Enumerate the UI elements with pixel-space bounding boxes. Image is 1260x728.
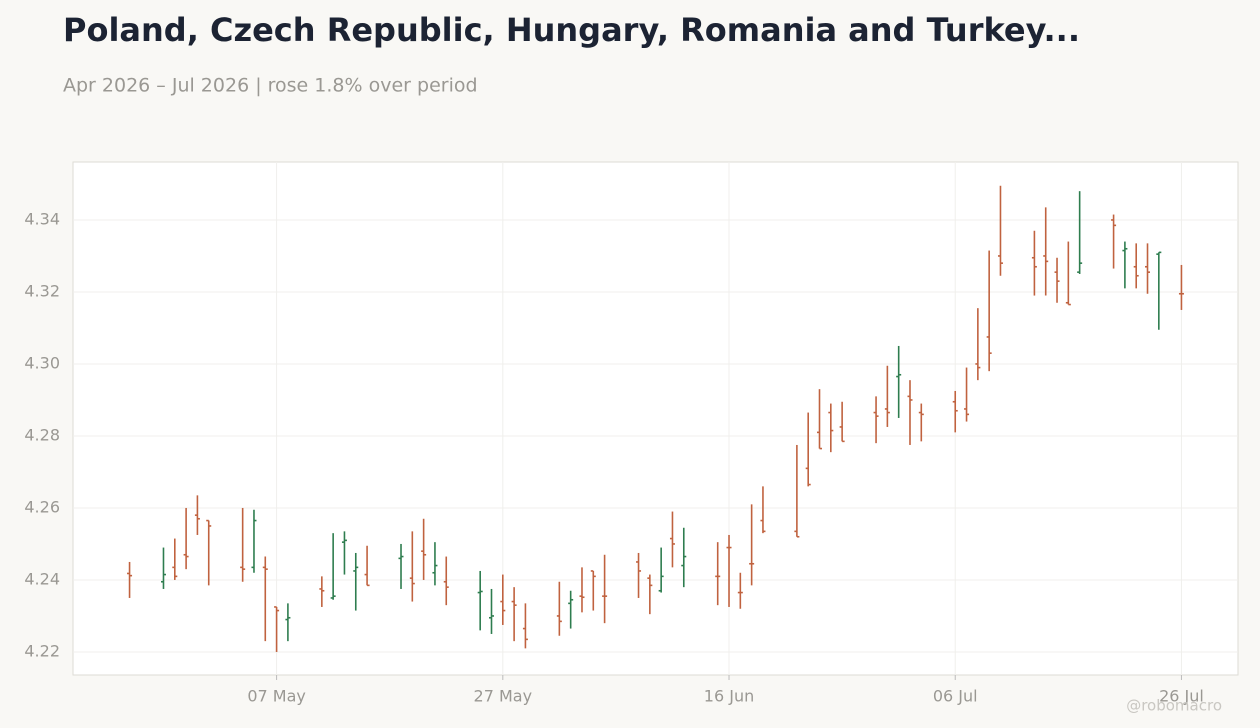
y-tick-label: 4.26 [24, 497, 60, 516]
x-tick-label: 06 Jul [933, 687, 978, 706]
chart-subtitle: Apr 2026 – Jul 2026 | rose 1.8% over per… [63, 75, 478, 97]
x-tick-label: 26 Jul [1159, 687, 1204, 706]
y-tick-label: 4.24 [24, 569, 60, 588]
y-tick-label: 4.28 [24, 425, 60, 444]
y-tick-label: 4.34 [24, 209, 60, 228]
chart-title: Poland, Czech Republic, Hungary, Romania… [63, 11, 1080, 49]
y-tick-label: 4.30 [24, 353, 60, 372]
y-tick-label: 4.32 [24, 281, 60, 300]
x-tick-label: 07 May [247, 687, 306, 706]
x-tick-label: 16 Jun [704, 687, 754, 706]
watermark: @robomacro [1126, 697, 1222, 715]
x-tick-label: 27 May [474, 687, 533, 706]
y-tick-label: 4.22 [24, 641, 60, 660]
plot-area [72, 161, 1239, 676]
